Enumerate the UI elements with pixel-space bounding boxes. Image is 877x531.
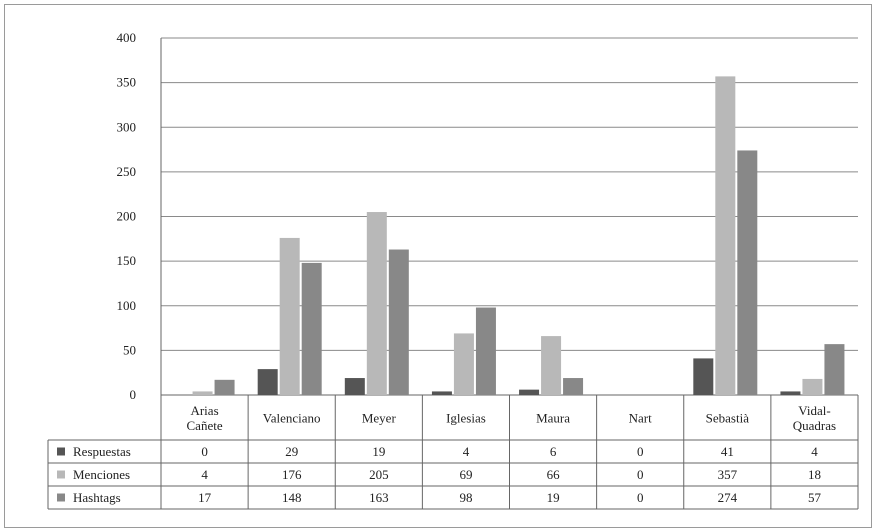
legend-key-hashtags xyxy=(57,493,65,502)
data-value: 41 xyxy=(721,444,734,459)
bar-menciones xyxy=(802,378,823,395)
bar-respuestas xyxy=(519,389,540,395)
data-value: 176 xyxy=(282,467,302,482)
data-value: 274 xyxy=(718,490,738,505)
y-tick-label: 350 xyxy=(117,75,137,90)
y-tick-label: 0 xyxy=(130,387,137,402)
legend-label: Menciones xyxy=(73,467,130,482)
x-category-label: Valenciano xyxy=(263,411,321,426)
data-value: 0 xyxy=(201,444,208,459)
data-value: 69 xyxy=(459,467,472,482)
data-value: 4 xyxy=(463,444,470,459)
y-tick-label: 150 xyxy=(117,253,137,268)
data-value: 19 xyxy=(547,490,560,505)
y-tick-label: 250 xyxy=(117,164,137,179)
bar-respuestas xyxy=(257,369,278,395)
data-value: 4 xyxy=(811,444,818,459)
bar-respuestas xyxy=(780,391,801,395)
x-category-label: Arias xyxy=(190,403,218,418)
y-tick-label: 200 xyxy=(117,209,137,224)
data-value: 19 xyxy=(372,444,385,459)
x-category-label: Meyer xyxy=(362,411,397,426)
data-value: 98 xyxy=(459,490,472,505)
bar-hashtags xyxy=(301,262,322,395)
y-tick-label: 400 xyxy=(117,30,137,45)
data-value: 6 xyxy=(550,444,557,459)
bar-hashtags xyxy=(475,307,496,395)
bar-menciones xyxy=(715,76,736,395)
bar-hashtags xyxy=(388,249,409,395)
data-value: 18 xyxy=(808,467,821,482)
data-value: 0 xyxy=(637,444,644,459)
data-value: 0 xyxy=(637,490,644,505)
y-tick-label: 100 xyxy=(117,298,137,313)
y-tick-label: 300 xyxy=(117,119,137,134)
data-value: 29 xyxy=(285,444,298,459)
x-category-label: Nart xyxy=(629,411,652,426)
legend-label: Hashtags xyxy=(73,490,121,505)
bar-menciones xyxy=(279,237,300,395)
data-value: 57 xyxy=(808,490,822,505)
legend-key-menciones xyxy=(57,470,65,479)
bar-hashtags xyxy=(737,150,758,395)
x-category-label: Cañete xyxy=(187,418,223,433)
bar-menciones xyxy=(192,391,213,395)
bar-menciones xyxy=(453,333,474,395)
data-value: 0 xyxy=(637,467,644,482)
data-value: 357 xyxy=(718,467,738,482)
bar-respuestas xyxy=(344,378,365,395)
bar-hashtags xyxy=(563,378,584,395)
bar-hashtags xyxy=(824,344,845,395)
data-value: 163 xyxy=(369,490,389,505)
x-category-label: Maura xyxy=(536,411,570,426)
bar-menciones xyxy=(541,336,562,395)
x-category-label: Iglesias xyxy=(446,411,486,426)
x-category-label: Vidal- xyxy=(798,403,830,418)
bar-respuestas xyxy=(431,391,452,395)
x-category-label: Quadras xyxy=(793,418,836,433)
legend-key-respuestas xyxy=(57,447,65,456)
data-value: 4 xyxy=(201,467,208,482)
data-value: 205 xyxy=(369,467,389,482)
bar-menciones xyxy=(366,212,387,395)
data-value: 17 xyxy=(198,490,212,505)
data-value: 66 xyxy=(547,467,561,482)
data-value: 148 xyxy=(282,490,302,505)
bar-respuestas xyxy=(693,358,714,395)
x-category-label: Sebastià xyxy=(706,411,750,426)
legend-label: Respuestas xyxy=(73,444,131,459)
y-tick-label: 50 xyxy=(123,342,136,357)
bar-hashtags xyxy=(214,379,235,395)
